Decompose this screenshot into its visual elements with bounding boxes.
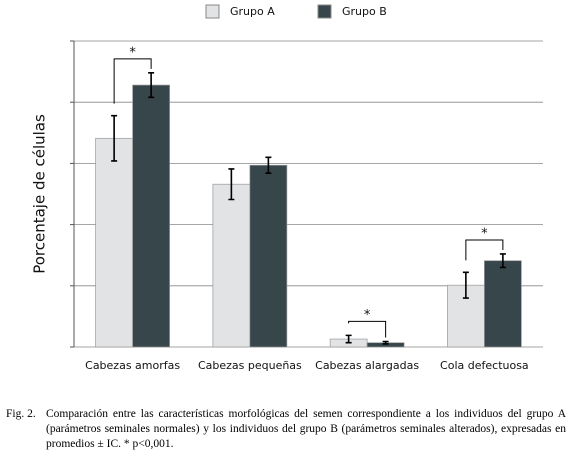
chart: Porcentaje de células Grupo A Grupo B Cabe… — [31, 4, 543, 372]
error-bar — [382, 340, 389, 345]
error-bar — [228, 168, 235, 201]
x-tick-label: Cola defectuosa — [440, 359, 529, 372]
significance-mark: * — [364, 308, 371, 323]
significance-bracket — [113, 58, 152, 104]
x-tick-label: Cabezas amorfas — [85, 359, 180, 372]
error-bar — [265, 156, 272, 174]
legend-swatch — [317, 4, 332, 19]
bar — [132, 84, 170, 348]
significance-bracket — [348, 320, 387, 338]
x-tick-label: Cabezas pequeñas — [198, 359, 302, 372]
bar — [212, 183, 251, 348]
error-bar — [462, 271, 469, 299]
significance-mark: * — [129, 45, 136, 60]
x-tick-label: Cabezas alargadas — [315, 359, 419, 372]
caption-label: Fig. 2. — [6, 408, 36, 420]
error-bar — [345, 334, 352, 344]
error-bar — [111, 114, 118, 162]
legend-swatch — [205, 4, 220, 19]
bar — [95, 137, 133, 348]
caption: Fig. 2. Comparación entre las caracterís… — [6, 407, 566, 452]
y-axis-label: Porcentaje de células — [31, 114, 49, 274]
legend-label: Grupo A — [230, 5, 275, 18]
legend-label: Grupo B — [342, 5, 387, 18]
bar — [484, 260, 522, 348]
error-bar — [499, 253, 506, 269]
caption-text: Comparación entre las características mo… — [46, 408, 566, 450]
error-bar — [148, 72, 155, 99]
significance-mark: * — [481, 226, 488, 241]
significance-bracket — [465, 239, 504, 261]
bar — [249, 164, 288, 348]
